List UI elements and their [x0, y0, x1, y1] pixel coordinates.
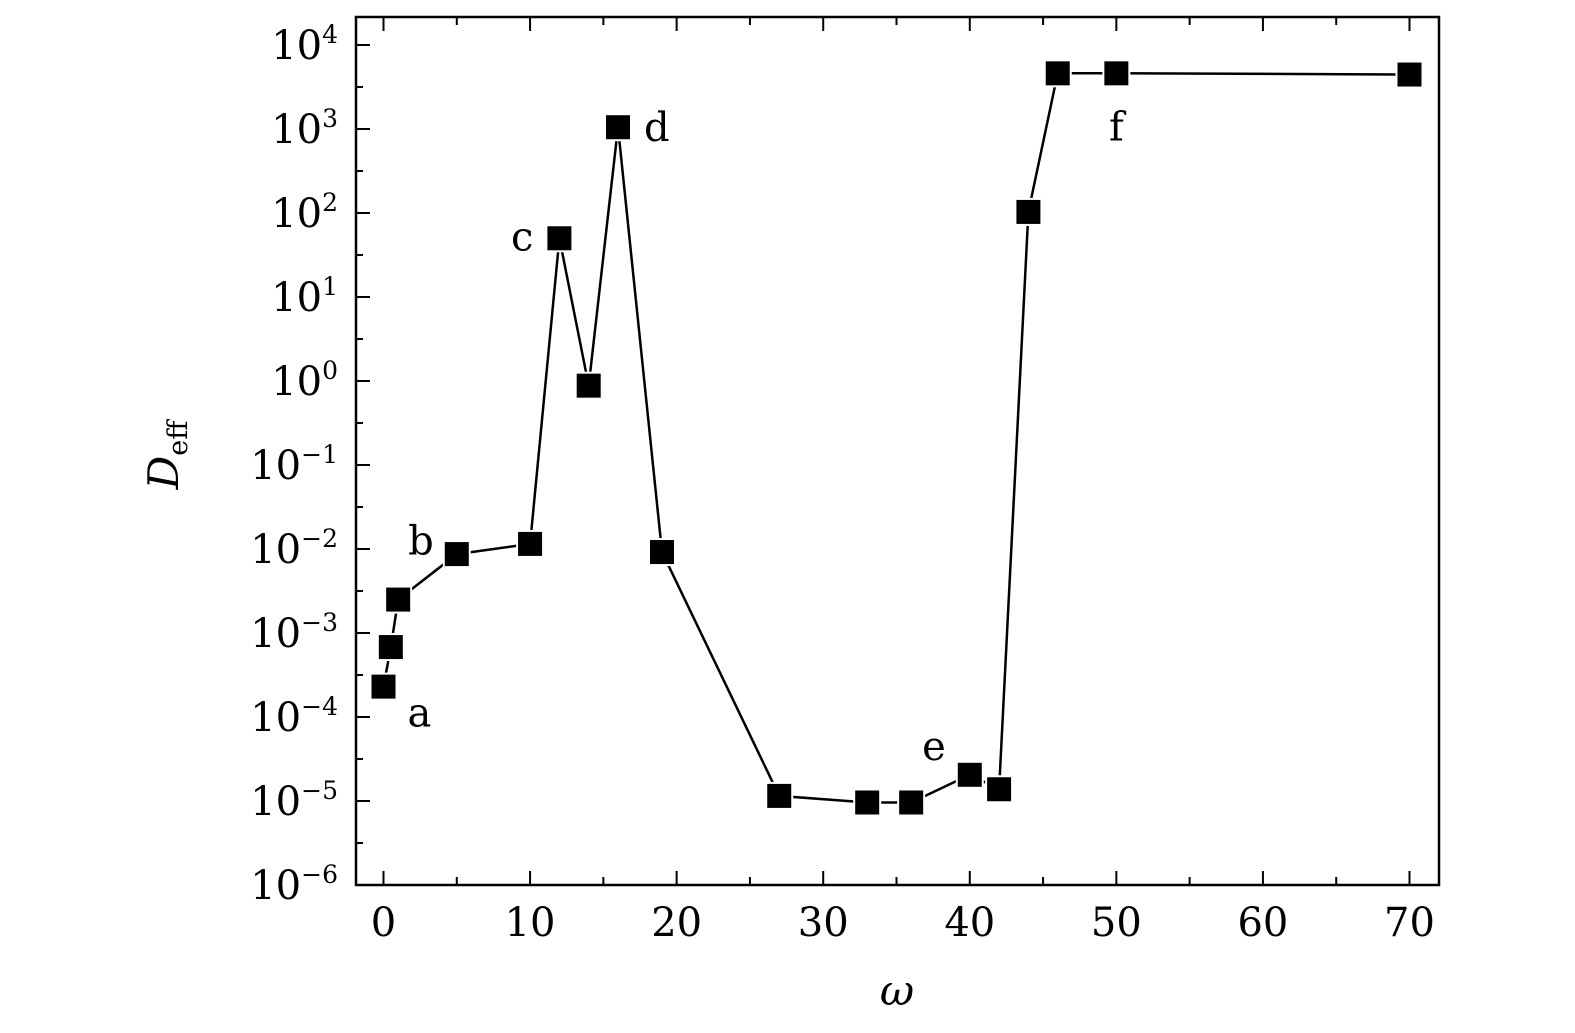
y-tick-exponent: 1 — [322, 272, 338, 301]
point-annotation-c: c — [511, 214, 533, 260]
point-annotation-d: d — [644, 105, 670, 151]
data-point-marker — [897, 788, 926, 817]
x-tick-label: 20 — [651, 900, 702, 946]
y-tick-base: 10 — [250, 611, 301, 657]
point-annotation-f: f — [1109, 104, 1127, 150]
data-point-marker — [955, 760, 984, 789]
data-point-marker — [1043, 59, 1072, 88]
data-point-marker — [647, 538, 676, 567]
point-annotation-b: b — [408, 519, 434, 565]
data-point-marker — [1102, 59, 1131, 88]
y-tick-label: 10−6 — [250, 860, 338, 909]
data-point-marker — [765, 781, 794, 810]
y-tick-exponent: −2 — [301, 524, 338, 553]
y-tick-label: 10−4 — [250, 692, 338, 741]
data-point-marker — [442, 540, 471, 569]
data-point-marker — [545, 224, 574, 253]
data-point-marker — [604, 113, 633, 142]
x-tick-label: 70 — [1384, 900, 1435, 946]
data-point-marker — [853, 788, 882, 817]
y-tick-label: 10−2 — [250, 524, 338, 573]
y-tick-label: 10−1 — [250, 440, 338, 489]
x-tick-label: 40 — [944, 900, 995, 946]
y-tick-exponent: −4 — [301, 692, 338, 721]
y-tick-base: 10 — [271, 275, 322, 321]
point-annotation-e: e — [922, 724, 946, 770]
y-tick-base: 10 — [271, 191, 322, 237]
x-tick-label: 60 — [1237, 900, 1288, 946]
y-tick-base: 10 — [250, 779, 301, 825]
x-axis-label: ω — [880, 966, 914, 1015]
y-axis-label: Deff — [139, 419, 194, 491]
data-point-marker — [574, 371, 603, 400]
y-tick-base: 10 — [271, 359, 322, 405]
y-tick-exponent: 4 — [322, 20, 338, 49]
y-axis-label-main: D — [139, 456, 188, 491]
y-tick-exponent: 2 — [322, 188, 338, 217]
y-tick-label: 104 — [271, 20, 338, 69]
y-tick-base: 10 — [250, 443, 301, 489]
y-tick-label: 10−5 — [250, 776, 338, 825]
x-tick-label: 30 — [798, 900, 849, 946]
plot-frame — [354, 15, 1441, 887]
y-tick-label: 10−3 — [250, 608, 338, 657]
data-point-marker — [1014, 197, 1043, 226]
y-tick-exponent: 0 — [322, 356, 338, 385]
series-markers — [369, 59, 1424, 817]
y-tick-base: 10 — [271, 23, 322, 69]
y-tick-label: 102 — [271, 188, 338, 237]
data-point-marker — [985, 775, 1014, 804]
x-axis-ticks: 0 10 20 30 40 50 60 70 — [371, 17, 1435, 946]
y-tick-label: 100 — [271, 356, 338, 405]
data-point-marker — [384, 585, 413, 614]
x-tick-label: 0 — [371, 900, 396, 946]
y-tick-exponent: −6 — [301, 860, 338, 889]
y-tick-exponent: 3 — [322, 104, 338, 133]
y-tick-base: 10 — [250, 863, 301, 909]
x-tick-label: 10 — [505, 900, 556, 946]
y-tick-base: 10 — [250, 695, 301, 741]
series-lines — [382, 72, 1410, 804]
svg-text:Deff: Deff — [139, 419, 194, 491]
x-tick-label: 50 — [1091, 900, 1142, 946]
y-tick-base: 10 — [250, 527, 301, 573]
point-annotation-a: a — [408, 691, 432, 737]
y-tick-exponent: −1 — [301, 440, 338, 469]
y-tick-label: 101 — [271, 272, 338, 321]
data-point-marker — [376, 633, 405, 662]
y-tick-exponent: −3 — [301, 608, 338, 637]
data-point-marker — [516, 529, 545, 558]
data-point-marker — [1395, 60, 1424, 89]
series-line — [382, 72, 1410, 804]
y-axis-label-subscript: eff — [163, 419, 194, 456]
y-tick-base: 10 — [271, 107, 322, 153]
point-annotations: a b c d e f — [408, 104, 1127, 769]
y-tick-exponent: −5 — [301, 776, 338, 805]
data-point-marker — [369, 672, 398, 701]
y-tick-label: 103 — [271, 104, 338, 153]
